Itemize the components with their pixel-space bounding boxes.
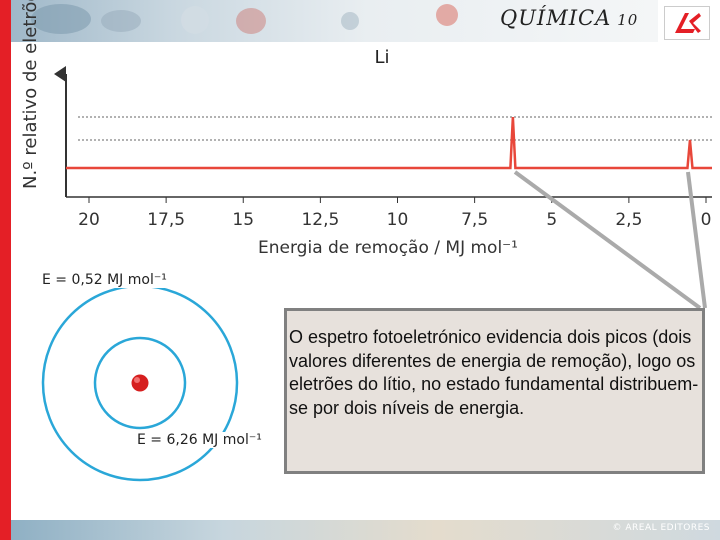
spectrum-line <box>66 116 712 170</box>
x-tick-label: 2,5 <box>615 210 642 230</box>
callout-box <box>284 308 705 474</box>
chart-title: Li <box>374 47 389 68</box>
left-accent-bar <box>0 0 11 540</box>
logo-icon <box>675 13 701 33</box>
outer-energy-label: E = 0,52 MJ mol⁻¹ <box>40 272 169 288</box>
x-tick-label: 7,5 <box>461 210 488 230</box>
x-axis-label: Energia de remoção / MJ mol⁻¹ <box>258 238 518 258</box>
atom-diagram <box>41 284 239 482</box>
x-tick-label: 20 <box>78 210 100 230</box>
header-banner <box>11 0 658 42</box>
x-tick-label: 15 <box>232 210 254 230</box>
inner-shell <box>93 336 187 430</box>
callout-text: O espetro fotoeletrónico evidencia dois … <box>289 327 699 418</box>
x-tick-label: 0 <box>701 210 712 230</box>
pointer-line-outer-peak <box>686 171 707 309</box>
page-title: QUÍMICA 10 <box>500 6 639 30</box>
copyright-text: © AREAL EDITORES <box>612 523 710 533</box>
nucleus <box>131 374 149 392</box>
x-tick-label: 10 <box>387 210 409 230</box>
publisher-logo <box>664 6 710 40</box>
x-tick-label: 17,5 <box>147 210 185 230</box>
y-axis-label: N.º relativo de eletrões <box>20 0 41 189</box>
x-tick-label: 12,5 <box>301 210 339 230</box>
pointer-line-inner-peak <box>513 170 702 310</box>
footer-banner <box>11 520 720 540</box>
inner-energy-label: E = 6,26 MJ mol⁻¹ <box>135 432 264 448</box>
nucleus-highlight <box>134 377 140 383</box>
x-tick-label: 5 <box>546 210 557 230</box>
